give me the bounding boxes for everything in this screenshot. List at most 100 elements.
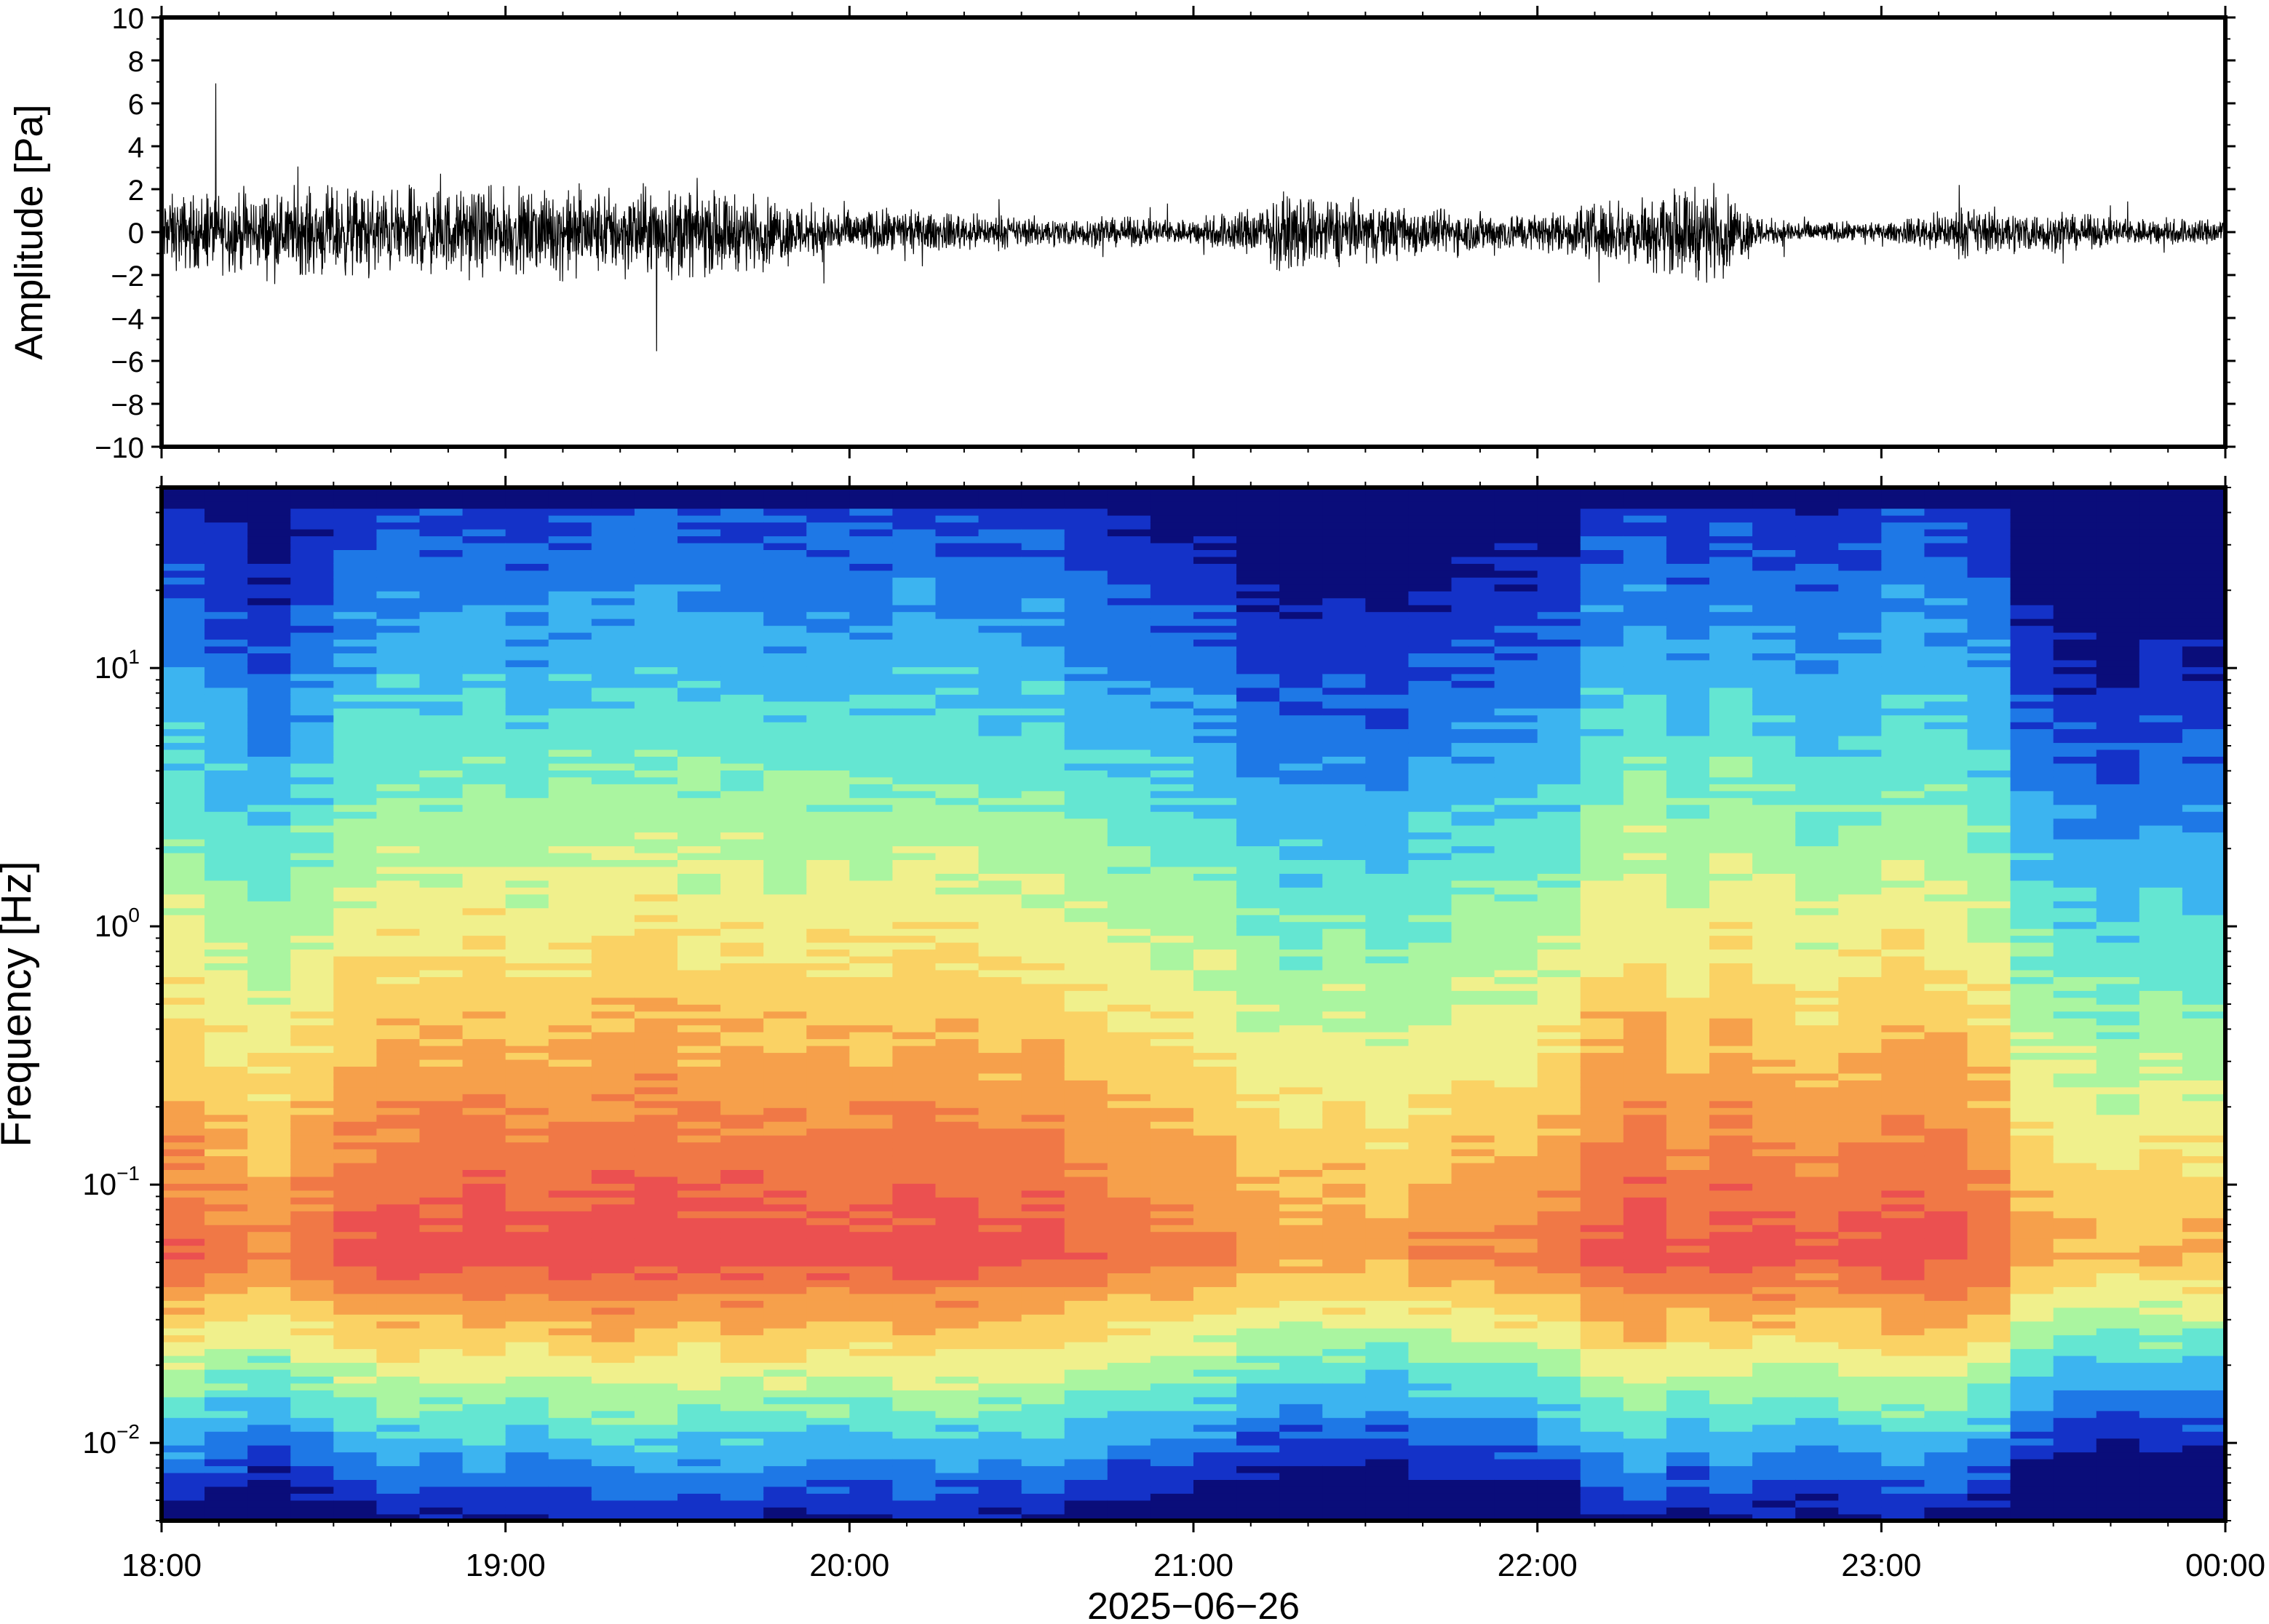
heatmap-cell [1494, 1059, 1538, 1067]
heatmap-cell [548, 1265, 592, 1273]
heatmap-cell [376, 742, 421, 750]
heatmap-cell [1408, 659, 1453, 667]
heatmap-cell [462, 611, 506, 619]
heatmap-cell [162, 887, 205, 895]
heatmap-cell [1107, 735, 1151, 744]
heatmap-cell [548, 1444, 592, 1453]
heatmap-cell [333, 901, 378, 909]
heatmap-cell [333, 1438, 378, 1446]
heatmap-cell [978, 776, 1022, 784]
heatmap-cell [720, 1162, 764, 1170]
heatmap-cell [1451, 756, 1495, 764]
heatmap-cell [1193, 1100, 1237, 1108]
heatmap-cell [1193, 921, 1237, 929]
heatmap-cell [505, 1086, 549, 1094]
heatmap-cell [162, 487, 205, 495]
heatmap-cell [376, 1265, 421, 1273]
heatmap-cell [978, 818, 1022, 826]
heatmap-cell [634, 542, 678, 550]
heatmap-cell [1064, 1341, 1108, 1350]
heatmap-cell [1236, 1017, 1280, 1026]
heatmap-cell [1150, 577, 1194, 585]
heatmap-cell [1150, 1004, 1194, 1012]
heatmap-cell [462, 1190, 506, 1198]
heatmap-cell [1408, 1334, 1453, 1342]
heatmap-cell [1365, 1231, 1410, 1239]
heatmap-cell [1365, 804, 1410, 812]
heatmap-cell [505, 604, 549, 613]
heatmap-cell [720, 990, 764, 998]
heatmap-cell [763, 1107, 808, 1115]
heatmap-cell [1150, 1162, 1194, 1170]
heatmap-cell [806, 1396, 851, 1404]
heatmap-cell [290, 1086, 335, 1094]
heatmap-cell [1107, 1300, 1151, 1308]
heatmap-cell [1365, 508, 1410, 516]
heatmap-cell [505, 873, 549, 881]
heatmap-cell [935, 577, 979, 585]
heatmap-cell [677, 983, 721, 991]
heatmap-cell [1408, 845, 1453, 853]
heatmap-cell [1365, 790, 1410, 798]
heatmap-cell [849, 1321, 894, 1329]
heatmap-cell [1193, 1452, 1237, 1460]
heatmap-cell [505, 659, 549, 667]
heatmap-cell [247, 955, 292, 963]
heatmap-cell [1107, 721, 1151, 730]
heatmap-cell [1279, 735, 1324, 744]
heatmap-cell [634, 1430, 678, 1439]
heatmap-cell [1236, 1334, 1280, 1342]
heatmap-cell [162, 694, 205, 702]
heatmap-cell [1279, 1190, 1324, 1198]
heatmap-cell [806, 549, 851, 557]
heatmap-cell [1193, 1045, 1237, 1054]
heatmap-cell [892, 1086, 937, 1094]
heatmap-cell [806, 845, 851, 853]
heatmap-cell [290, 715, 335, 723]
heatmap-cell [1150, 556, 1194, 564]
heatmap-cell [720, 818, 764, 826]
heatmap-cell [1236, 852, 1280, 860]
heatmap-cell [376, 1121, 421, 1129]
heatmap-cell [333, 1348, 378, 1356]
heatmap-cell [1322, 680, 1367, 688]
heatmap-cell [634, 1038, 678, 1046]
heatmap-cell [462, 887, 506, 895]
heatmap-cell [204, 763, 248, 771]
heatmap-cell [720, 1224, 764, 1233]
heatmap-cell [1150, 811, 1194, 819]
heatmap-cell [1150, 1452, 1194, 1460]
heatmap-cell [634, 508, 678, 516]
heatmap-cell [892, 942, 937, 950]
heatmap-cell [634, 1114, 678, 1122]
heatmap-cell [1408, 501, 1453, 509]
heatmap-cell [1279, 1169, 1324, 1177]
heatmap-cell [1365, 763, 1410, 771]
heatmap-cell [1322, 645, 1367, 653]
heatmap-cell [677, 1169, 721, 1177]
heatmap-cell [1494, 1444, 1538, 1453]
heatmap-cell [1279, 514, 1324, 523]
heatmap-cell [634, 494, 678, 502]
heatmap-cell [806, 935, 851, 943]
heatmap-cell [978, 1121, 1022, 1129]
heatmap-cell [419, 804, 464, 812]
heatmap-cell [1494, 514, 1538, 523]
heatmap-cell [1322, 763, 1367, 771]
heatmap-cell [419, 1334, 464, 1342]
heatmap-cell [333, 1390, 378, 1398]
heatmap-cell [290, 1238, 335, 1246]
heatmap-cell [419, 721, 464, 730]
heatmap-cell [1408, 1031, 1453, 1040]
heatmap-cell [806, 832, 851, 840]
heatmap-cell [849, 990, 894, 998]
heatmap-cell [204, 749, 248, 757]
heatmap-cell [247, 1142, 292, 1150]
heatmap-cell [1451, 680, 1495, 688]
heatmap-cell [419, 1245, 464, 1253]
heatmap-cell [677, 1444, 721, 1453]
heatmap-cell [1193, 1273, 1237, 1281]
heatmap-cell [892, 1148, 937, 1157]
heatmap-cell [247, 756, 292, 764]
heatmap-cell [419, 694, 464, 702]
